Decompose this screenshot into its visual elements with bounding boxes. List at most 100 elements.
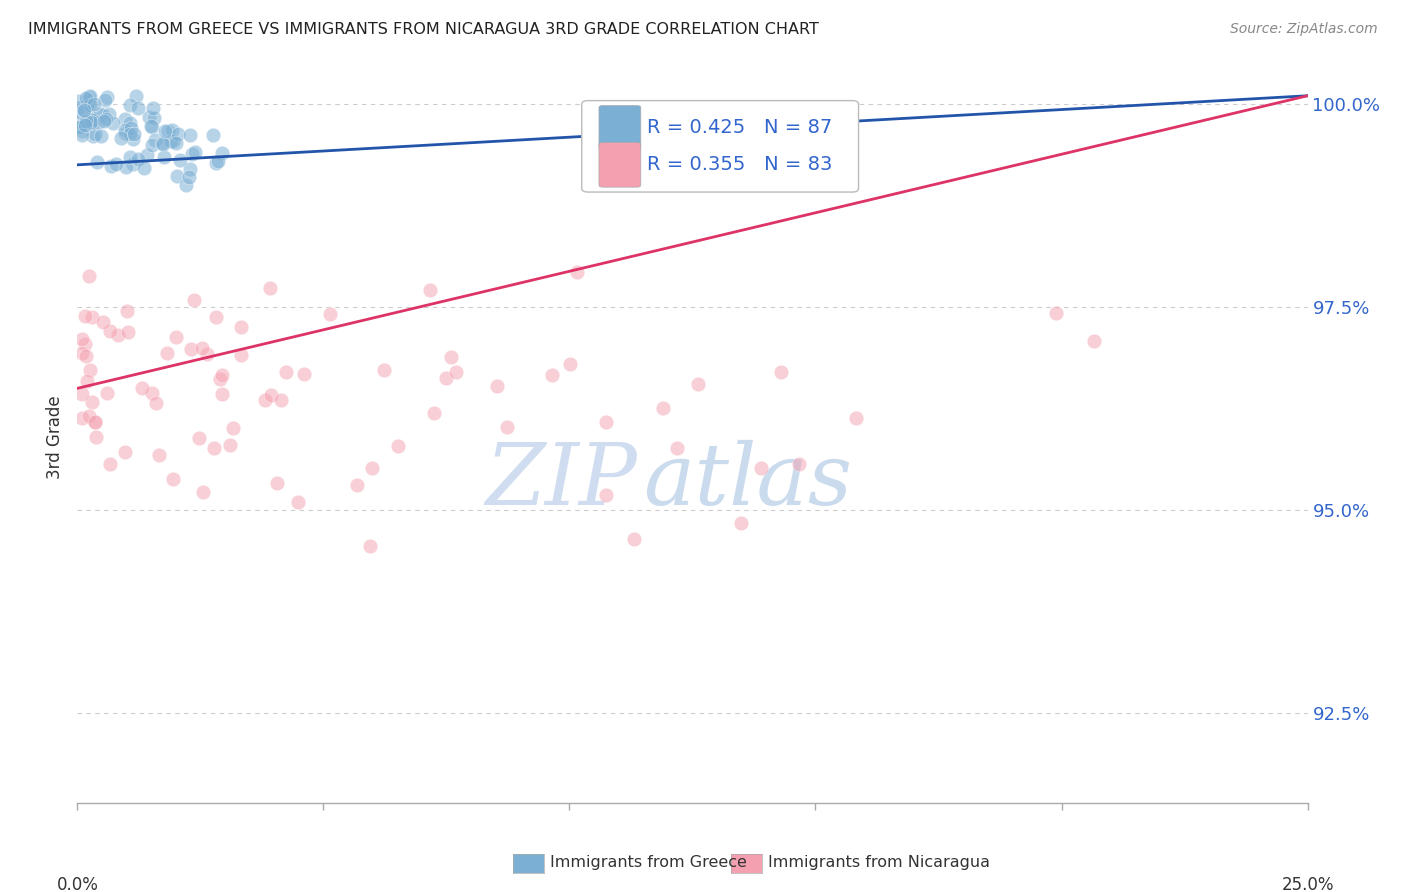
Point — [730, 516, 752, 531]
Point — [77, 94, 100, 108]
Point — [319, 307, 342, 321]
Point — [179, 128, 201, 142]
Point — [72, 108, 94, 122]
Point — [86, 155, 108, 169]
Point — [221, 420, 243, 434]
Point — [195, 347, 218, 361]
Point — [87, 115, 110, 129]
Point — [156, 346, 179, 360]
Point — [274, 365, 297, 379]
Point — [96, 385, 118, 400]
Point — [157, 124, 180, 138]
Point — [496, 420, 519, 434]
Point — [125, 89, 148, 103]
Point — [595, 416, 617, 430]
Point — [787, 457, 810, 471]
Point — [82, 128, 104, 143]
Point — [118, 116, 141, 130]
Point — [152, 136, 174, 151]
Point — [80, 110, 103, 124]
Point — [131, 381, 153, 395]
Point — [73, 309, 96, 323]
Point — [93, 114, 115, 128]
Point — [80, 113, 103, 128]
Point — [100, 159, 122, 173]
Point — [229, 320, 252, 334]
Point — [80, 310, 103, 324]
Text: 25.0%: 25.0% — [1281, 876, 1334, 892]
Point — [541, 368, 564, 382]
Point — [169, 153, 191, 167]
Point — [114, 122, 136, 136]
Point — [79, 115, 101, 129]
Point — [211, 368, 233, 382]
FancyBboxPatch shape — [582, 101, 859, 192]
Point — [127, 152, 149, 166]
Point — [191, 484, 214, 499]
Point — [446, 365, 468, 379]
Point — [76, 374, 98, 388]
Point — [184, 145, 207, 159]
Text: Source: ZipAtlas.com: Source: ZipAtlas.com — [1230, 22, 1378, 37]
Point — [160, 134, 183, 148]
Point — [187, 431, 209, 445]
Point — [77, 268, 100, 283]
Point — [72, 124, 94, 138]
Point — [142, 111, 165, 125]
Point — [70, 387, 93, 401]
Point — [153, 124, 176, 138]
Point — [1045, 306, 1067, 320]
Point — [79, 363, 101, 377]
Point — [73, 104, 96, 119]
Text: R = 0.425   N = 87: R = 0.425 N = 87 — [647, 119, 832, 137]
Point — [79, 89, 101, 103]
Text: ZIP: ZIP — [485, 440, 637, 523]
Point — [90, 128, 112, 143]
Point — [560, 357, 582, 371]
Point — [82, 116, 104, 130]
Point — [373, 363, 395, 377]
Point — [180, 343, 202, 357]
Point — [136, 148, 159, 162]
Point — [69, 120, 91, 135]
Point — [567, 265, 589, 279]
Point — [229, 347, 252, 361]
Text: atlas: atlas — [644, 440, 852, 523]
Point — [162, 134, 184, 148]
Point — [153, 150, 176, 164]
Point — [211, 387, 233, 401]
Point — [666, 442, 689, 456]
Point — [138, 110, 160, 124]
Point — [75, 91, 97, 105]
Point — [75, 349, 97, 363]
Point — [845, 410, 868, 425]
Point — [419, 283, 441, 297]
Point — [118, 127, 141, 141]
Point — [211, 145, 233, 160]
Point — [91, 108, 114, 122]
Point — [107, 328, 129, 343]
Point — [98, 458, 121, 472]
Point — [79, 98, 101, 112]
Point — [67, 100, 90, 114]
Point — [127, 101, 149, 115]
Point — [202, 128, 225, 142]
Point — [120, 121, 142, 136]
Point — [67, 120, 90, 135]
Point — [141, 120, 163, 134]
Point — [205, 155, 228, 169]
Point — [89, 107, 111, 121]
Point — [148, 448, 170, 462]
Point — [191, 341, 214, 355]
Point — [145, 396, 167, 410]
Text: IMMIGRANTS FROM GREECE VS IMMIGRANTS FROM NICARAGUA 3RD GRADE CORRELATION CHART: IMMIGRANTS FROM GREECE VS IMMIGRANTS FRO… — [28, 22, 818, 37]
Point — [150, 136, 173, 150]
Y-axis label: 3rd Grade: 3rd Grade — [46, 395, 65, 479]
Point — [101, 116, 124, 130]
Point — [73, 119, 96, 133]
Point — [79, 409, 101, 424]
Point — [93, 314, 115, 328]
Point — [114, 112, 136, 126]
Point — [76, 98, 98, 112]
FancyBboxPatch shape — [599, 105, 641, 150]
